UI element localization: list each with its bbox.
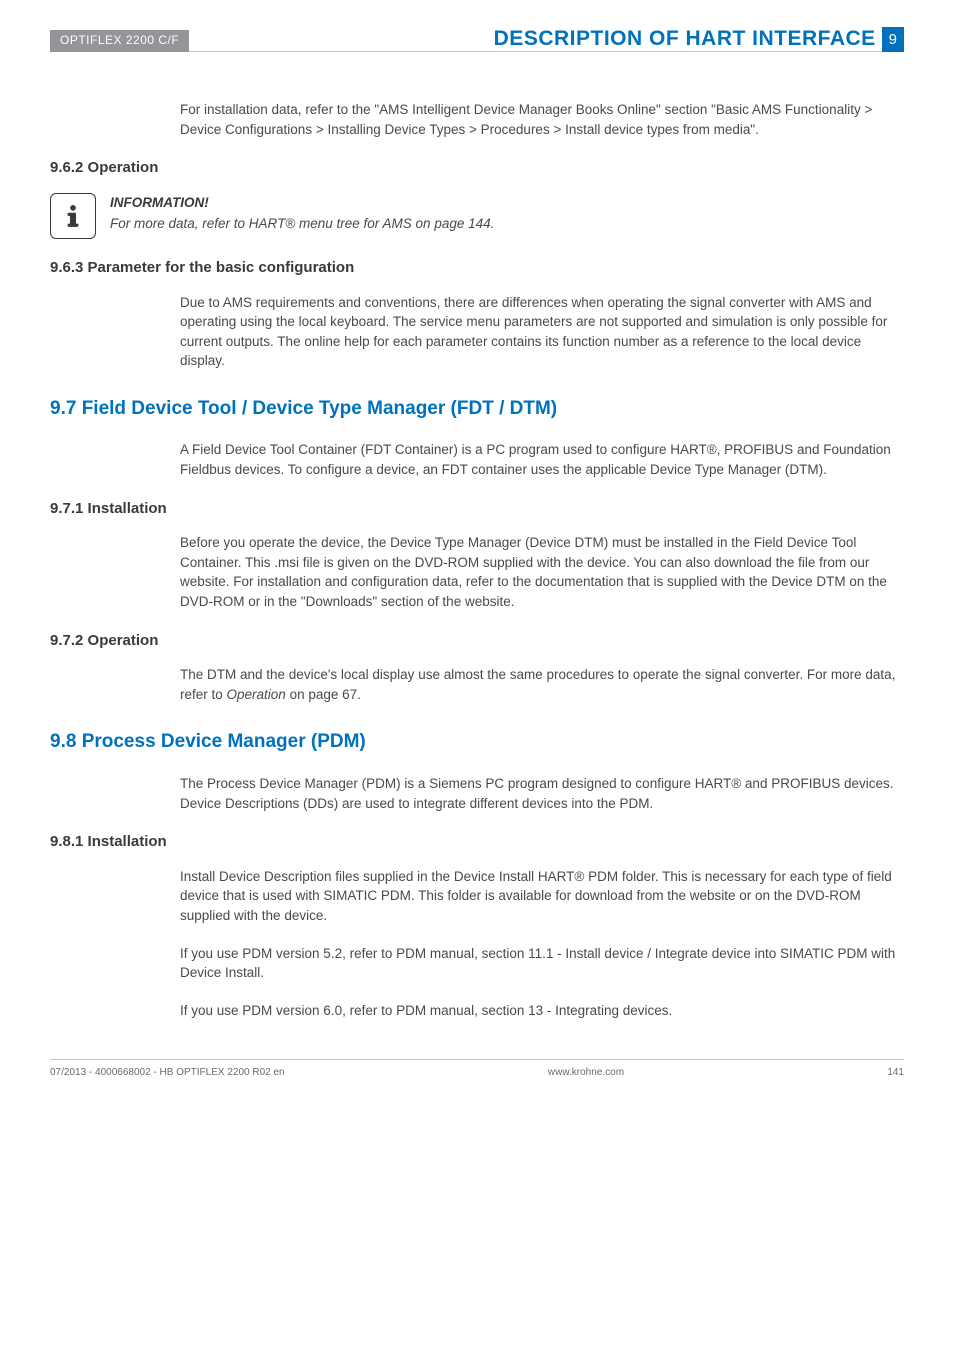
page-header: OPTIFLEX 2200 C/F DESCRIPTION OF HART IN…	[0, 0, 954, 52]
info-icon	[50, 193, 96, 239]
heading-971: 9.7.1 Installation	[50, 498, 904, 520]
heading-962: 9.6.2 Operation	[50, 157, 904, 179]
info-callout: INFORMATION! For more data, refer to HAR…	[50, 193, 904, 239]
para-963: Due to AMS requirements and conventions,…	[180, 293, 904, 371]
footer-left: 07/2013 - 4000668002 - HB OPTIFLEX 2200 …	[50, 1066, 285, 1081]
intro-paragraph: For installation data, refer to the "AMS…	[180, 100, 904, 139]
info-body: For more data, refer to HART® menu tree …	[110, 214, 904, 234]
information-icon	[60, 203, 86, 229]
para-981-1: Install Device Description files supplie…	[180, 867, 904, 926]
para-972: The DTM and the device's local display u…	[180, 665, 904, 704]
para-98: The Process Device Manager (PDM) is a Si…	[180, 774, 904, 813]
heading-981: 9.8.1 Installation	[50, 831, 904, 853]
heading-972: 9.7.2 Operation	[50, 630, 904, 652]
footer-center: www.krohne.com	[548, 1066, 624, 1081]
chapter-title: DESCRIPTION OF HART INTERFACE	[494, 24, 876, 54]
info-heading: INFORMATION!	[110, 193, 904, 213]
info-text-block: INFORMATION! For more data, refer to HAR…	[110, 193, 904, 234]
para-981-3: If you use PDM version 6.0, refer to PDM…	[180, 1001, 904, 1021]
para-972-post: on page 67.	[286, 687, 361, 702]
product-name: OPTIFLEX 2200 C/F	[60, 32, 179, 49]
heading-963: 9.6.3 Parameter for the basic configurat…	[50, 257, 904, 279]
heading-97: 9.7 Field Device Tool / Device Type Mana…	[50, 395, 904, 423]
header-title-wrap: DESCRIPTION OF HART INTERFACE 9	[189, 30, 904, 52]
page-footer: 07/2013 - 4000668002 - HB OPTIFLEX 2200 …	[50, 1059, 904, 1081]
para-971: Before you operate the device, the Devic…	[180, 533, 904, 611]
chapter-number-box: 9	[882, 27, 904, 53]
para-972-em: Operation	[227, 687, 286, 702]
footer-right: 141	[887, 1066, 904, 1081]
heading-98: 9.8 Process Device Manager (PDM)	[50, 728, 904, 756]
product-badge: OPTIFLEX 2200 C/F	[50, 30, 189, 52]
para-981-2: If you use PDM version 5.2, refer to PDM…	[180, 944, 904, 983]
page-content: For installation data, refer to the "AMS…	[0, 100, 954, 1020]
para-97: A Field Device Tool Container (FDT Conta…	[180, 440, 904, 479]
